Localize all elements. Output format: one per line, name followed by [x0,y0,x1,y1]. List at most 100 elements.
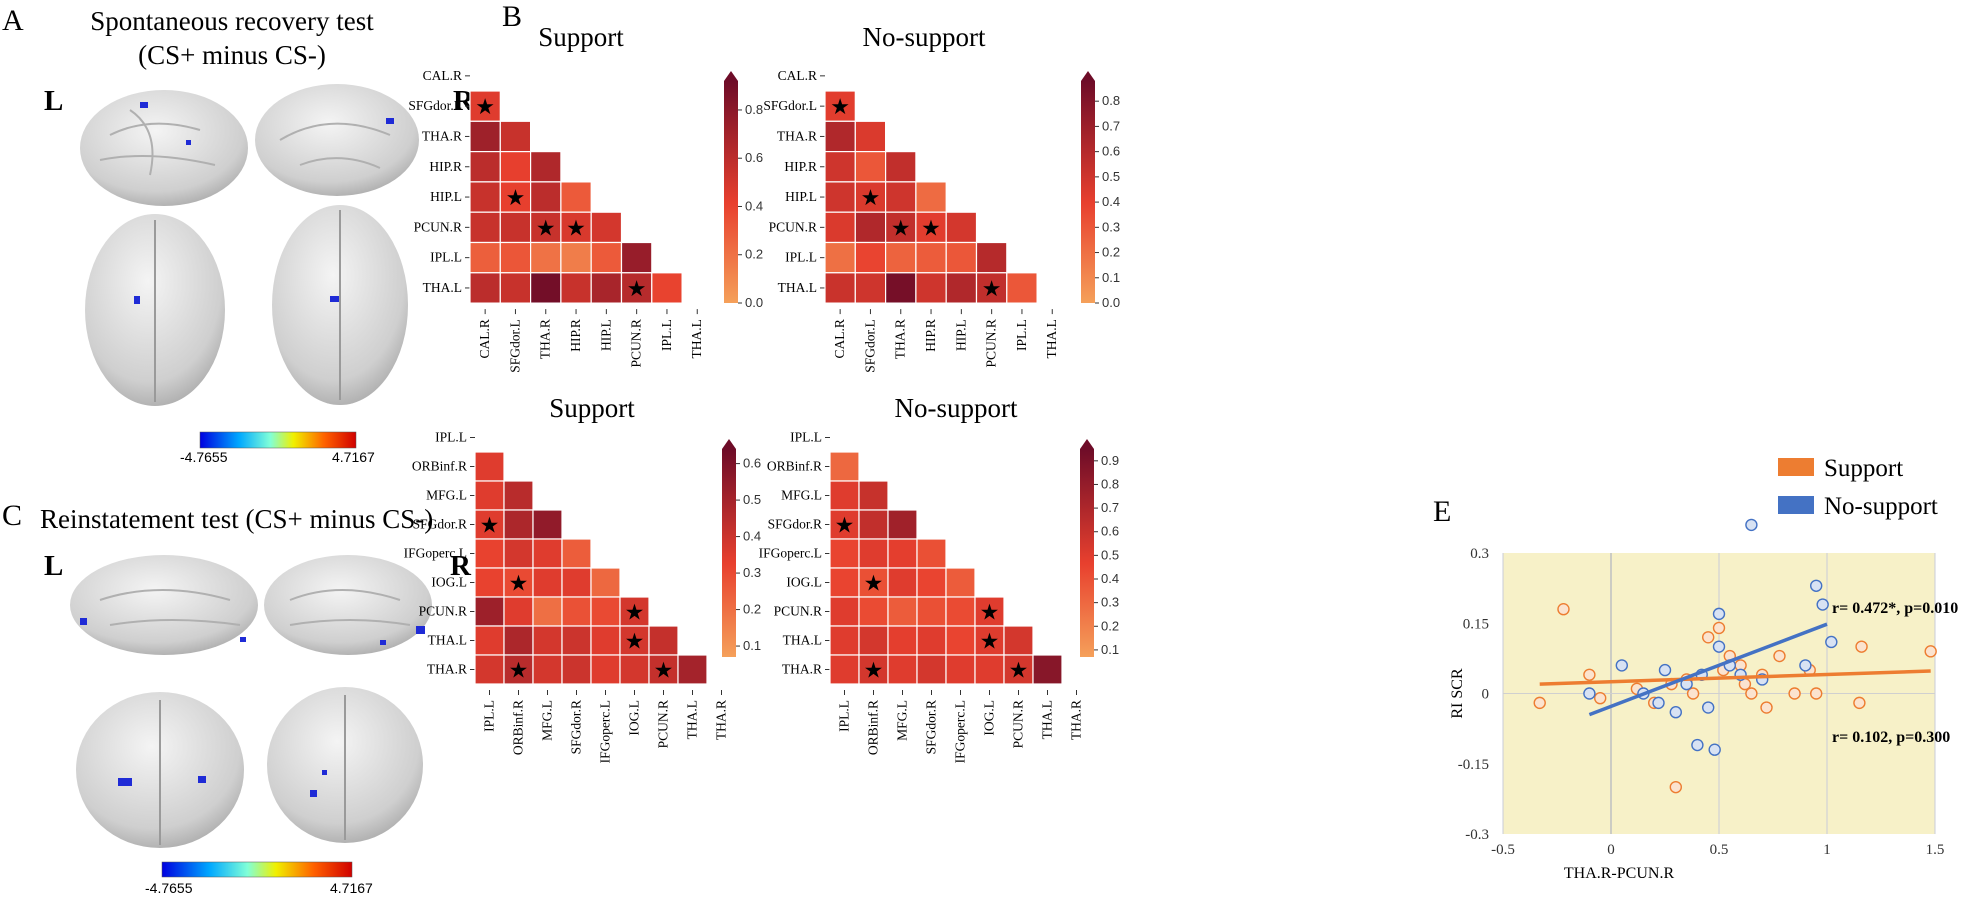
no-support-point [1583,687,1596,700]
heatmap-cell [499,120,532,153]
y-tick-label: 0.3 [1470,546,1489,562]
heatmap-cell [858,654,889,685]
heatmap-cell [561,567,592,598]
heatmap-row-label: THA.L [778,280,817,295]
heatmap-col-label: ORBinf.R [866,700,881,755]
no-support-point [1701,701,1715,714]
scatter-legend: Support No-support [1778,455,1938,520]
no-support-point [1669,706,1683,719]
significance-star: ★ [980,600,1000,625]
heatmap-cell [829,596,860,627]
x-tick-label: -0.5 [1491,842,1515,858]
significance-star: ★ [921,215,941,240]
panel-a-title-line1: Spontaneous recovery test [90,6,374,36]
brain-posterior-c [76,692,244,848]
heatmap-cell [884,151,917,183]
significance-star: ★ [980,629,1000,654]
heatmap-row-label: THA.R [782,662,822,677]
heatmap-col-label: IPL.L [837,700,852,732]
heatmap-cell [887,596,918,627]
colorbar [724,81,738,303]
heatmap-b-nosupport: No-support CAL.R SFGdor.L THA.R HIP.R HIP.L PC… [763,22,1120,373]
heatmap-cell [884,181,917,213]
heatmap-title: Support [538,22,624,52]
significance-star: ★ [480,513,500,538]
heatmap-cell [620,241,653,274]
no-support-point [1825,635,1838,649]
heatmap-cell [499,211,532,244]
heatmap-cell [915,272,947,304]
heatmap-cell [916,538,947,569]
colorbar-tick-label: 0.5 [743,492,761,507]
support-point [1809,687,1823,700]
activation-blob [240,637,246,642]
heatmap-cell [1003,625,1034,656]
heatmap-row-label: PCUN.R [414,219,462,234]
heatmap-cell [590,625,621,656]
significance-star: ★ [625,629,645,654]
heatmap-col-label: CAL.R [477,319,492,358]
heatmap-row-label: CAL.R [423,68,462,83]
heatmap-cell [561,654,592,685]
legend-label-no-support: No-support [1824,493,1938,520]
colorbar-tick-label: 0.9 [1101,453,1119,468]
heatmap-d-support: Support IPL.L ORBinf.R MFG.L SFGdor.R IFGoper… [404,393,761,763]
colorbar-tick-label: 0.1 [743,638,761,653]
heatmap-col-label: SFGdor.L [862,319,877,373]
x-tick-label: 0 [1607,842,1615,858]
heatmap-cell [590,241,623,274]
heatmap-cell [503,596,534,627]
significance-star: ★ [864,658,884,683]
brain-anterior-c [267,687,423,843]
heatmap-cell [887,625,918,656]
heatmap-cell [560,241,592,274]
x-tick-label: 0.5 [1710,842,1729,858]
colorbar-tick-label: 0.6 [1102,144,1120,159]
no-support-point [1658,663,1672,677]
heatmap-cell [824,120,856,153]
heatmap-col-label: IFGoperc.L [953,700,968,763]
heatmap-cell [560,272,592,304]
heatmap-col-label: HIP.L [598,319,613,351]
brain-dorsal [85,214,225,406]
heatmap-cell [915,241,947,274]
heatmap-cell [887,567,918,598]
heatmap-cell [858,509,889,540]
colorbar-tip [1081,71,1095,81]
heatmap-col-label: IFGoperc.L [598,700,613,763]
heatmap-cell [854,272,887,304]
colorbar-tip [724,71,738,81]
activation-blob [186,140,191,145]
activation-blob [386,118,394,124]
heatmap-cell [884,211,917,244]
x-tick-label: 1.5 [1926,842,1945,858]
heatmap-col-label: THA.L [689,319,704,358]
heatmap-cell [854,120,887,153]
heatmap-cell [945,567,976,598]
heatmap-cell [975,241,1008,274]
legend-swatch-support [1778,458,1814,476]
heatmap-row-label: THA.R [422,128,462,143]
colorbar-tick-label: 0.7 [1101,500,1119,515]
heatmap-cell [503,480,534,511]
legend-label-support: Support [1824,455,1903,482]
colorbar [1080,449,1094,657]
colorbar-tick-label: 0.8 [1101,476,1119,491]
significance-star: ★ [654,658,674,683]
heatmap-cell [469,241,501,274]
heatmap-row-label: THA.R [777,128,817,143]
support-point [1760,701,1773,714]
heatmap-cell [469,151,501,183]
heatmap-col-label: PCUN.R [629,319,644,367]
colorbar-tick-label: 0.0 [1102,295,1120,310]
panel-a-title-line2: (CS+ minus CS-) [138,40,326,70]
activation-blob [380,640,386,645]
support-point [1686,687,1700,700]
heatmap-col-label: THA.L [1044,319,1059,358]
heatmap-cell [590,567,621,598]
heatmap-cell [824,181,856,213]
significance-star: ★ [982,276,1002,301]
heatmap-col-label: MFG.L [540,700,555,741]
heatmap-cell [620,272,653,304]
panel-c-right-label: R [450,550,472,582]
